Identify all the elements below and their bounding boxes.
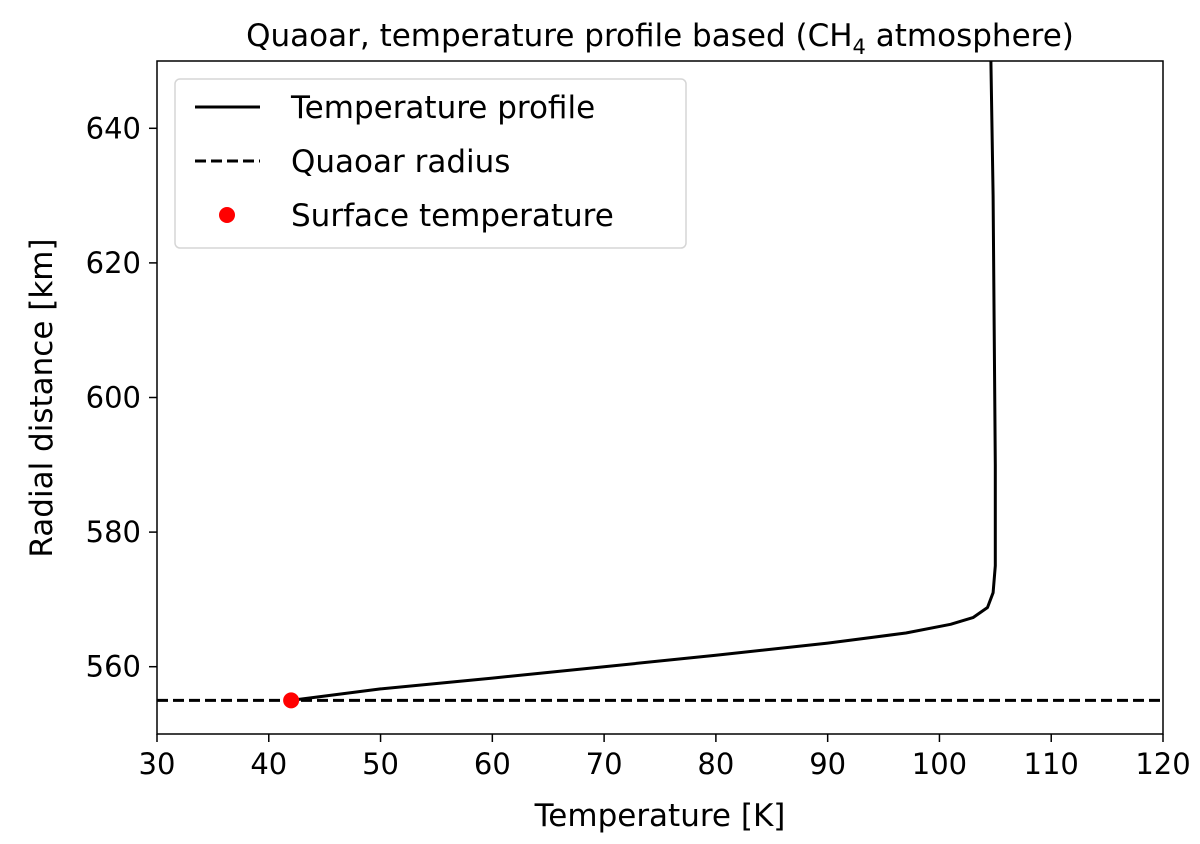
y-tick-label: 560 (86, 650, 141, 684)
x-tick-label: 60 (474, 747, 511, 781)
x-tick-label: 110 (1024, 747, 1079, 781)
x-tick-label: 40 (250, 747, 287, 781)
legend-box (174, 78, 687, 249)
x-tick-label: 70 (586, 747, 623, 781)
x-tick-label: 80 (697, 747, 734, 781)
legend: Temperature profile Quaoar radius Surfac… (174, 78, 687, 249)
legend-marker-swatch (219, 207, 235, 223)
x-tick-label: 30 (139, 747, 176, 781)
surface-temperature-marker (283, 692, 300, 709)
x-axis-label: Temperature [K] (534, 798, 786, 834)
temperature-profile-line (290, 61, 997, 702)
plot-frame (156, 60, 1164, 735)
y-tick-label: 600 (86, 381, 141, 415)
y-axis-ticks: 560 580 600 620 640 (86, 111, 157, 684)
x-tick-label: 90 (809, 747, 846, 781)
y-tick-label: 580 (86, 515, 141, 549)
legend-label-profile: Temperature profile (290, 90, 595, 126)
y-tick-label: 640 (86, 111, 141, 145)
legend-label-surface: Surface temperature (291, 198, 614, 234)
y-tick-label: 620 (86, 246, 141, 280)
y-axis-label: Radial distance [km] (24, 238, 60, 557)
x-tick-label: 50 (362, 747, 399, 781)
chart-title: Quaoar, temperature profile based (CH4 a… (246, 18, 1074, 59)
legend-label-radius: Quaoar radius (291, 144, 510, 180)
x-axis-ticks: 30 40 50 60 70 80 90 100 110 120 (139, 734, 1191, 781)
x-tick-label: 100 (912, 747, 967, 781)
x-tick-label: 120 (1135, 747, 1190, 781)
